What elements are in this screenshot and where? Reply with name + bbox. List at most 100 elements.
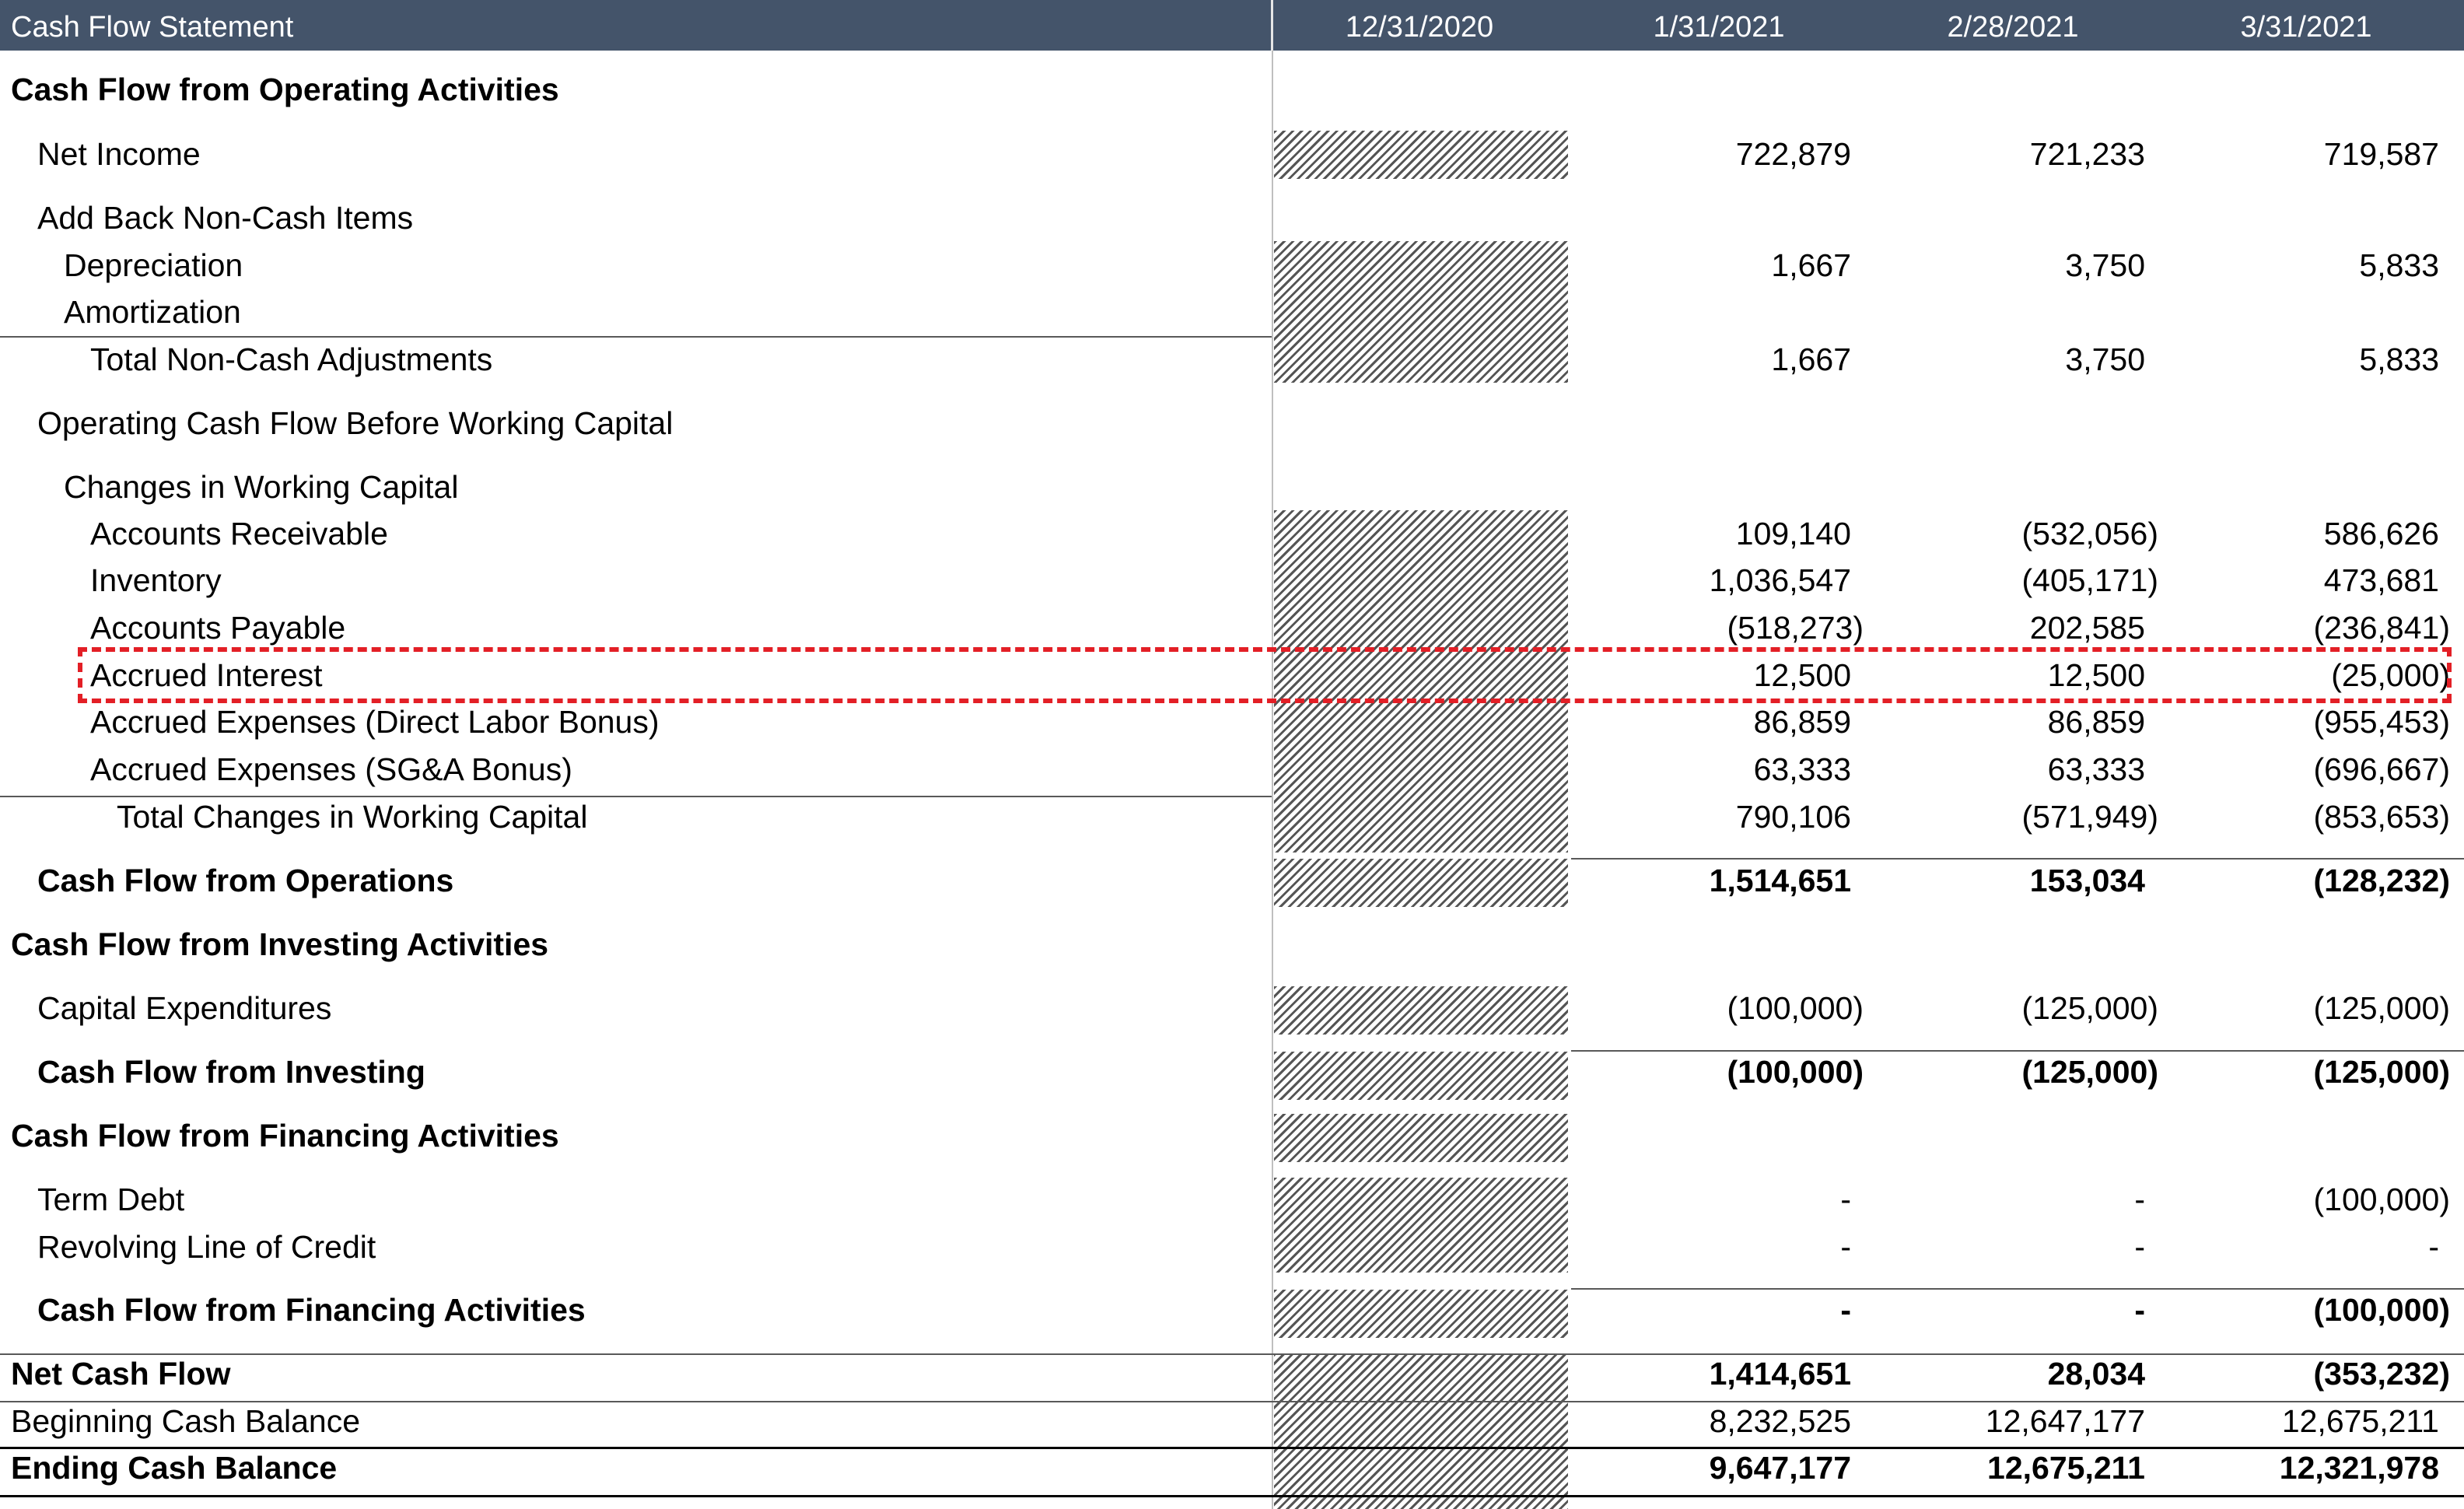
hatch-block-working-capital (1274, 510, 1568, 853)
row-label: Cash Flow from Financing Activities (37, 1292, 586, 1328)
value-cell[interactable]: 8,232,525 (1709, 1403, 1851, 1439)
value-cell[interactable]: 473,681 (2323, 562, 2439, 598)
value-cell[interactable]: (100,000) (2313, 1182, 2450, 1217)
rule-net-cash-flow (0, 1353, 2464, 1355)
hatch-block-cff (1274, 1290, 1568, 1338)
hatch-block-net-income (1274, 131, 1568, 179)
value-cell[interactable]: (100,000) (1727, 1054, 1864, 1090)
row-label: Inventory (90, 562, 222, 598)
value-cell[interactable]: 28,034 (2047, 1356, 2145, 1392)
hatch-block-capex (1274, 986, 1568, 1035)
hatch-block-non-cash (1274, 241, 1568, 383)
value-cell[interactable]: 109,140 (1735, 516, 1851, 551)
rule-ending-cash (0, 1447, 2464, 1449)
row-label: Term Debt (37, 1182, 185, 1217)
row-label: Add Back Non-Cash Items (37, 200, 414, 236)
row-label: Accrued Interest (90, 657, 323, 693)
value-cell[interactable]: - (1840, 1229, 1851, 1265)
rule-left-working-capital (0, 796, 1272, 797)
row-label: Cash Flow from Financing Activities (11, 1118, 559, 1154)
rule-subtotal-financing (1571, 1288, 2464, 1290)
value-cell[interactable]: (532,056) (2021, 516, 2158, 551)
row-label: Operating Cash Flow Before Working Capit… (37, 405, 674, 441)
value-cell[interactable]: (128,232) (2313, 863, 2450, 898)
row-label: Cash Flow from Investing (37, 1054, 425, 1090)
value-cell[interactable]: 1,036,547 (1709, 562, 1851, 598)
header-bar: Cash Flow Statement 12/31/2020 1/31/2021… (0, 0, 2464, 51)
value-cell[interactable]: 719,587 (2323, 136, 2439, 172)
value-cell[interactable]: (125,000) (2313, 1054, 2450, 1090)
value-cell[interactable]: 5,833 (2359, 247, 2439, 283)
hatch-block-cash-balances (1274, 1353, 1568, 1509)
value-cell[interactable]: 721,233 (2029, 136, 2145, 172)
row-label: Accrued Expenses (Direct Labor Bonus) (90, 704, 660, 740)
value-cell[interactable]: 12,675,211 (1987, 1450, 2145, 1486)
hatch-block-debt (1274, 1178, 1568, 1273)
value-cell[interactable]: 202,585 (2029, 610, 2145, 646)
statement-title: Cash Flow Statement (11, 11, 294, 44)
value-cell[interactable]: 12,675,211 (2281, 1403, 2439, 1439)
value-cell[interactable]: 1,514,651 (1709, 863, 1851, 898)
value-cell[interactable]: 9,647,177 (1709, 1450, 1851, 1486)
value-cell[interactable]: (405,171) (2021, 562, 2158, 598)
date-header-4[interactable]: 3/31/2021 (2240, 11, 2372, 44)
row-label: Cash Flow from Operating Activities (11, 72, 559, 107)
row-label: Amortization (64, 294, 241, 330)
value-cell[interactable]: 3,750 (2065, 247, 2145, 283)
value-cell[interactable]: (236,841) (2313, 610, 2450, 646)
value-cell[interactable]: 722,879 (1735, 136, 1851, 172)
value-cell[interactable]: 5,833 (2359, 341, 2439, 377)
hatch-block-cfo (1274, 859, 1568, 907)
value-cell[interactable]: - (1840, 1292, 1851, 1328)
value-cell[interactable]: 63,333 (2047, 751, 2145, 787)
value-cell[interactable]: 1,667 (1771, 247, 1851, 283)
value-cell[interactable]: (125,000) (2021, 990, 2158, 1026)
value-cell[interactable]: (955,453) (2313, 704, 2450, 740)
value-cell[interactable]: (100,000) (2313, 1292, 2450, 1328)
value-cell[interactable]: (125,000) (2021, 1054, 2158, 1090)
value-cell[interactable]: 12,647,177 (1985, 1403, 2145, 1439)
value-cell[interactable]: (25,000) (2331, 657, 2450, 693)
value-cell[interactable]: 12,500 (1753, 657, 1851, 693)
value-cell[interactable]: - (2134, 1229, 2145, 1265)
row-label: Depreciation (64, 247, 243, 283)
rule-beginning-cash (0, 1401, 2464, 1402)
value-cell[interactable]: (518,273) (1727, 610, 1864, 646)
accrued-interest-highlight-box (78, 647, 2452, 703)
rule-ending-cash-bottom (0, 1495, 2464, 1497)
rule-left-non-cash (0, 336, 1272, 338)
date-header-1[interactable]: 12/31/2020 (1345, 11, 1494, 44)
header-separator (1271, 0, 1273, 51)
value-cell[interactable]: - (2134, 1292, 2145, 1328)
value-cell[interactable]: 790,106 (1735, 799, 1851, 835)
value-cell[interactable]: 153,034 (2029, 863, 2145, 898)
value-cell[interactable]: (125,000) (2313, 990, 2450, 1026)
value-cell[interactable]: 63,333 (1753, 751, 1851, 787)
value-cell[interactable]: (353,232) (2313, 1356, 2450, 1392)
value-cell[interactable]: (696,667) (2313, 751, 2450, 787)
value-cell[interactable]: (100,000) (1727, 990, 1864, 1026)
row-label: Net Cash Flow (11, 1356, 231, 1392)
row-label: Revolving Line of Credit (37, 1229, 376, 1265)
value-cell[interactable]: (571,949) (2021, 799, 2158, 835)
row-label: Total Non-Cash Adjustments (90, 341, 493, 377)
value-cell[interactable]: 3,750 (2065, 341, 2145, 377)
date-header-2[interactable]: 1/31/2021 (1653, 11, 1785, 44)
date-header-3[interactable]: 2/28/2021 (1947, 11, 2079, 44)
value-cell[interactable]: 586,626 (2323, 516, 2439, 551)
row-label: Ending Cash Balance (11, 1450, 338, 1486)
hatch-block-financing-header (1274, 1114, 1568, 1162)
value-cell[interactable]: (853,653) (2313, 799, 2450, 835)
value-cell[interactable]: 12,500 (2047, 657, 2145, 693)
value-cell[interactable]: - (1840, 1182, 1851, 1217)
row-label: Accrued Expenses (SG&A Bonus) (90, 751, 572, 787)
value-cell[interactable]: - (2428, 1229, 2439, 1265)
value-cell[interactable]: 86,859 (1753, 704, 1851, 740)
value-cell[interactable]: 12,321,978 (2279, 1450, 2439, 1486)
row-label: Accounts Payable (90, 610, 346, 646)
value-cell[interactable]: - (2134, 1182, 2145, 1217)
value-cell[interactable]: 86,859 (2047, 704, 2145, 740)
value-cell[interactable]: 1,667 (1771, 341, 1851, 377)
value-cell[interactable]: 1,414,651 (1709, 1356, 1851, 1392)
